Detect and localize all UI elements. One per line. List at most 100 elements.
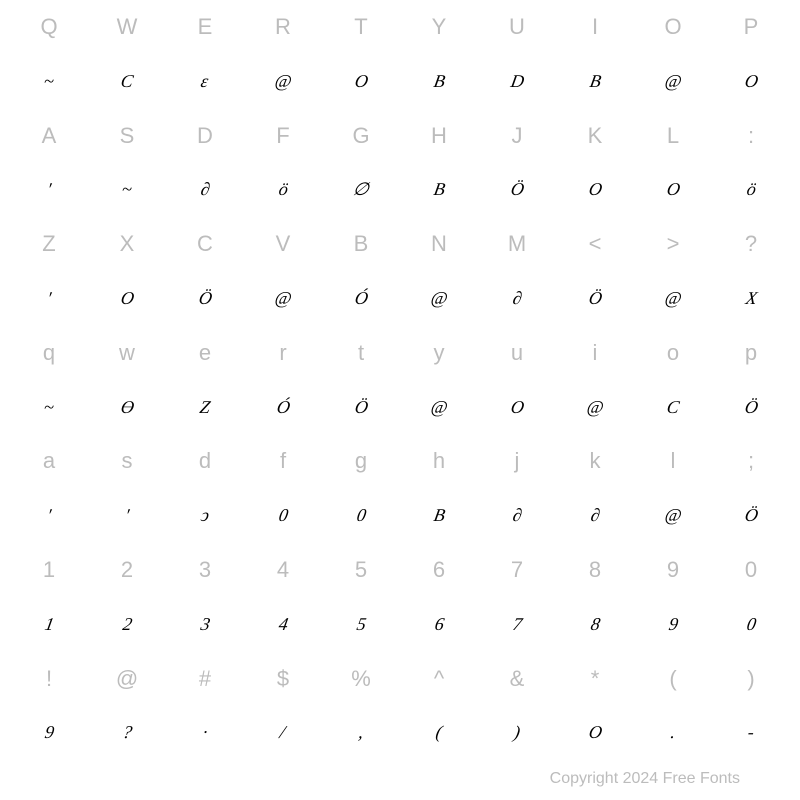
glyph-cell: '	[88, 489, 166, 543]
glyph-cell: C	[634, 380, 712, 434]
char-label: D	[197, 123, 213, 149]
glyph-cell: 4	[244, 597, 322, 651]
char-glyph: Z	[198, 397, 212, 418]
label-cell: Q	[10, 0, 88, 54]
label-cell: (	[634, 651, 712, 705]
label-cell: R	[244, 0, 322, 54]
glyph-cell: ö	[712, 163, 790, 217]
glyph-cell: B	[556, 54, 634, 108]
char-label: r	[279, 340, 286, 366]
glyph-cell: -	[712, 706, 790, 760]
char-label: 8	[589, 557, 601, 583]
char-label: %	[351, 666, 371, 692]
glyph-cell: 9	[634, 597, 712, 651]
label-cell: P	[712, 0, 790, 54]
label-cell: 2	[88, 543, 166, 597]
char-label: S	[120, 123, 135, 149]
char-glyph: ∂	[511, 288, 524, 309]
glyph-cell: 9	[10, 706, 88, 760]
glyph-cell: ∂	[478, 271, 556, 325]
char-glyph: ∅	[351, 179, 370, 200]
glyph-cell: O	[478, 380, 556, 434]
label-cell: !	[10, 651, 88, 705]
glyph-cell: @	[400, 271, 478, 325]
char-label: 3	[199, 557, 211, 583]
char-label: @	[116, 666, 138, 692]
char-label: V	[276, 231, 291, 257]
char-glyph: ∂	[199, 179, 212, 200]
label-cell: *	[556, 651, 634, 705]
label-cell: u	[478, 326, 556, 380]
char-glyph: Ö	[587, 288, 604, 309]
char-glyph: ~	[42, 71, 55, 92]
label-cell: W	[88, 0, 166, 54]
copyright-footer: Copyright 2024 Free Fonts	[550, 770, 740, 788]
label-cell: k	[556, 434, 634, 488]
label-cell: 9	[634, 543, 712, 597]
glyph-cell: 5	[322, 597, 400, 651]
label-cell: :	[712, 109, 790, 163]
glyph-cell: /	[244, 706, 322, 760]
label-cell: 6	[400, 543, 478, 597]
label-cell: N	[400, 217, 478, 271]
char-label: 1	[43, 557, 55, 583]
label-cell: e	[166, 326, 244, 380]
char-glyph: @	[663, 505, 683, 526]
label-cell: 3	[166, 543, 244, 597]
glyph-cell: Ö	[478, 163, 556, 217]
glyph-cell: (	[400, 706, 478, 760]
char-label: F	[276, 123, 289, 149]
char-glyph: O	[587, 179, 604, 200]
char-glyph: 3	[199, 614, 212, 635]
glyph-cell: ∂	[556, 489, 634, 543]
char-label: k	[590, 448, 601, 474]
char-label: :	[748, 123, 754, 149]
char-label: 5	[355, 557, 367, 583]
label-cell: r	[244, 326, 322, 380]
char-glyph: O	[743, 71, 760, 92]
glyph-cell: @	[244, 271, 322, 325]
char-label: f	[280, 448, 286, 474]
label-cell: f	[244, 434, 322, 488]
char-glyph: Ö	[743, 397, 760, 418]
char-glyph: @	[273, 71, 293, 92]
char-label: G	[352, 123, 369, 149]
char-glyph: 0	[355, 505, 368, 526]
label-cell: T	[322, 0, 400, 54]
label-cell: s	[88, 434, 166, 488]
label-cell: p	[712, 326, 790, 380]
label-cell: 0	[712, 543, 790, 597]
glyph-cell: ↄ	[166, 489, 244, 543]
glyph-cell: B	[400, 54, 478, 108]
glyph-cell: Ö	[166, 271, 244, 325]
label-cell: L	[634, 109, 712, 163]
glyph-cell: ?	[88, 706, 166, 760]
char-label: p	[745, 340, 757, 366]
label-cell: Z	[10, 217, 88, 271]
char-glyph: @	[273, 288, 293, 309]
char-label: w	[119, 340, 135, 366]
char-glyph: '	[45, 179, 53, 200]
char-label: h	[433, 448, 445, 474]
glyph-cell: @	[634, 489, 712, 543]
char-glyph: ?	[121, 722, 134, 743]
glyph-cell: O	[634, 163, 712, 217]
label-cell: E	[166, 0, 244, 54]
char-label: ?	[745, 231, 757, 257]
char-glyph: Ö	[353, 397, 370, 418]
glyph-cell: 0	[244, 489, 322, 543]
label-cell: q	[10, 326, 88, 380]
label-cell: ^	[400, 651, 478, 705]
char-glyph: 0	[745, 614, 758, 635]
char-glyph: O	[665, 179, 682, 200]
char-glyph: @	[585, 397, 605, 418]
glyph-cell: Ö	[712, 380, 790, 434]
label-cell: j	[478, 434, 556, 488]
char-label: B	[354, 231, 369, 257]
glyph-cell: O	[712, 54, 790, 108]
glyph-cell: O	[556, 706, 634, 760]
label-cell: ;	[712, 434, 790, 488]
glyph-cell: Ö	[556, 271, 634, 325]
glyph-cell: 1	[10, 597, 88, 651]
char-label: Q	[40, 14, 57, 40]
